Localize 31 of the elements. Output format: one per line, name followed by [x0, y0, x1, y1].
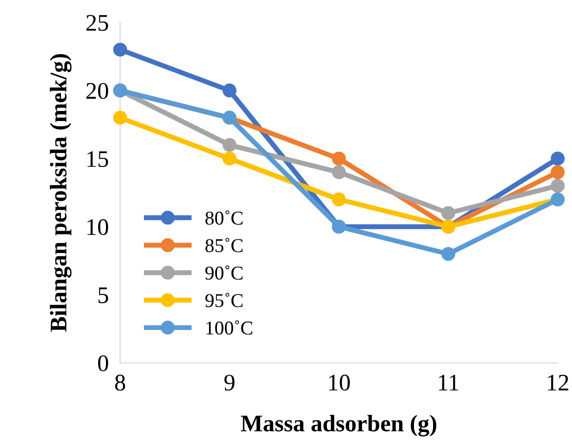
legend-label: 100˚C	[206, 320, 252, 335]
point	[113, 110, 128, 125]
x-tick-label: 9	[224, 374, 234, 391]
x-tick-label: 11	[439, 374, 458, 390]
y-tick-label: 5	[98, 288, 108, 304]
point	[222, 152, 236, 166]
x-tick-label: 8	[115, 374, 126, 391]
point	[550, 165, 565, 180]
y-tick-label: 10	[87, 219, 108, 236]
point	[222, 138, 236, 152]
legend-label: 85˚C	[205, 238, 243, 252]
point	[332, 165, 346, 180]
legend-label: 95˚C	[205, 292, 243, 308]
x-tick-label: 10	[329, 374, 350, 391]
x-tick-label: 12	[548, 374, 568, 390]
point	[441, 206, 456, 220]
point	[113, 42, 128, 57]
legend-label: 80˚C	[205, 210, 243, 225]
y-axis-title: Bilangan peroksida (mek/g)	[50, 54, 72, 332]
point	[332, 192, 346, 206]
point	[550, 152, 565, 166]
point	[222, 84, 236, 98]
y-tick-label: 0	[98, 355, 108, 372]
y-tick-label: 20	[86, 82, 108, 99]
point	[550, 178, 565, 193]
y-tick-label: 25	[86, 14, 108, 31]
legend-label: 90˚C	[205, 265, 243, 280]
point	[441, 246, 456, 261]
y-tick-label: 15	[87, 151, 108, 168]
x-axis-title: Massa adsorben (g)	[240, 414, 436, 436]
point	[332, 152, 346, 166]
